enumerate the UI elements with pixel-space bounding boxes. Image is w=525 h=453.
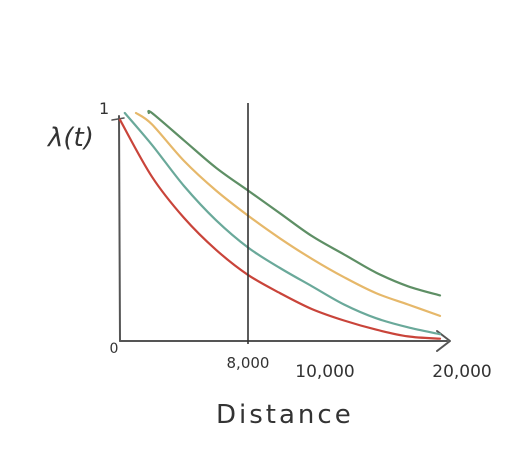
x-tick-label-3: 10,000 [295,362,354,382]
y-axis-title: λ(t) [46,123,94,153]
series-line-4 [147,109,442,297]
x-tick-label-4: 20,000 [432,362,491,382]
x-axis-title: Distance [216,400,354,430]
y-tick-label-1: 1 [99,99,109,118]
series-layer [118,109,442,340]
series-line-3 [134,111,442,317]
tick-labels: 0 8,000 10,000 20,000 1 [99,99,492,382]
series-line-2 [123,111,442,336]
y-axis-top-tick [111,117,125,121]
x-tick-label-1: 0 [110,341,119,357]
series-line-1 [118,118,442,340]
x-axis-arrowhead [436,330,451,352]
x-tick-label-2: 8,000 [227,354,270,372]
y-axis [118,115,121,342]
